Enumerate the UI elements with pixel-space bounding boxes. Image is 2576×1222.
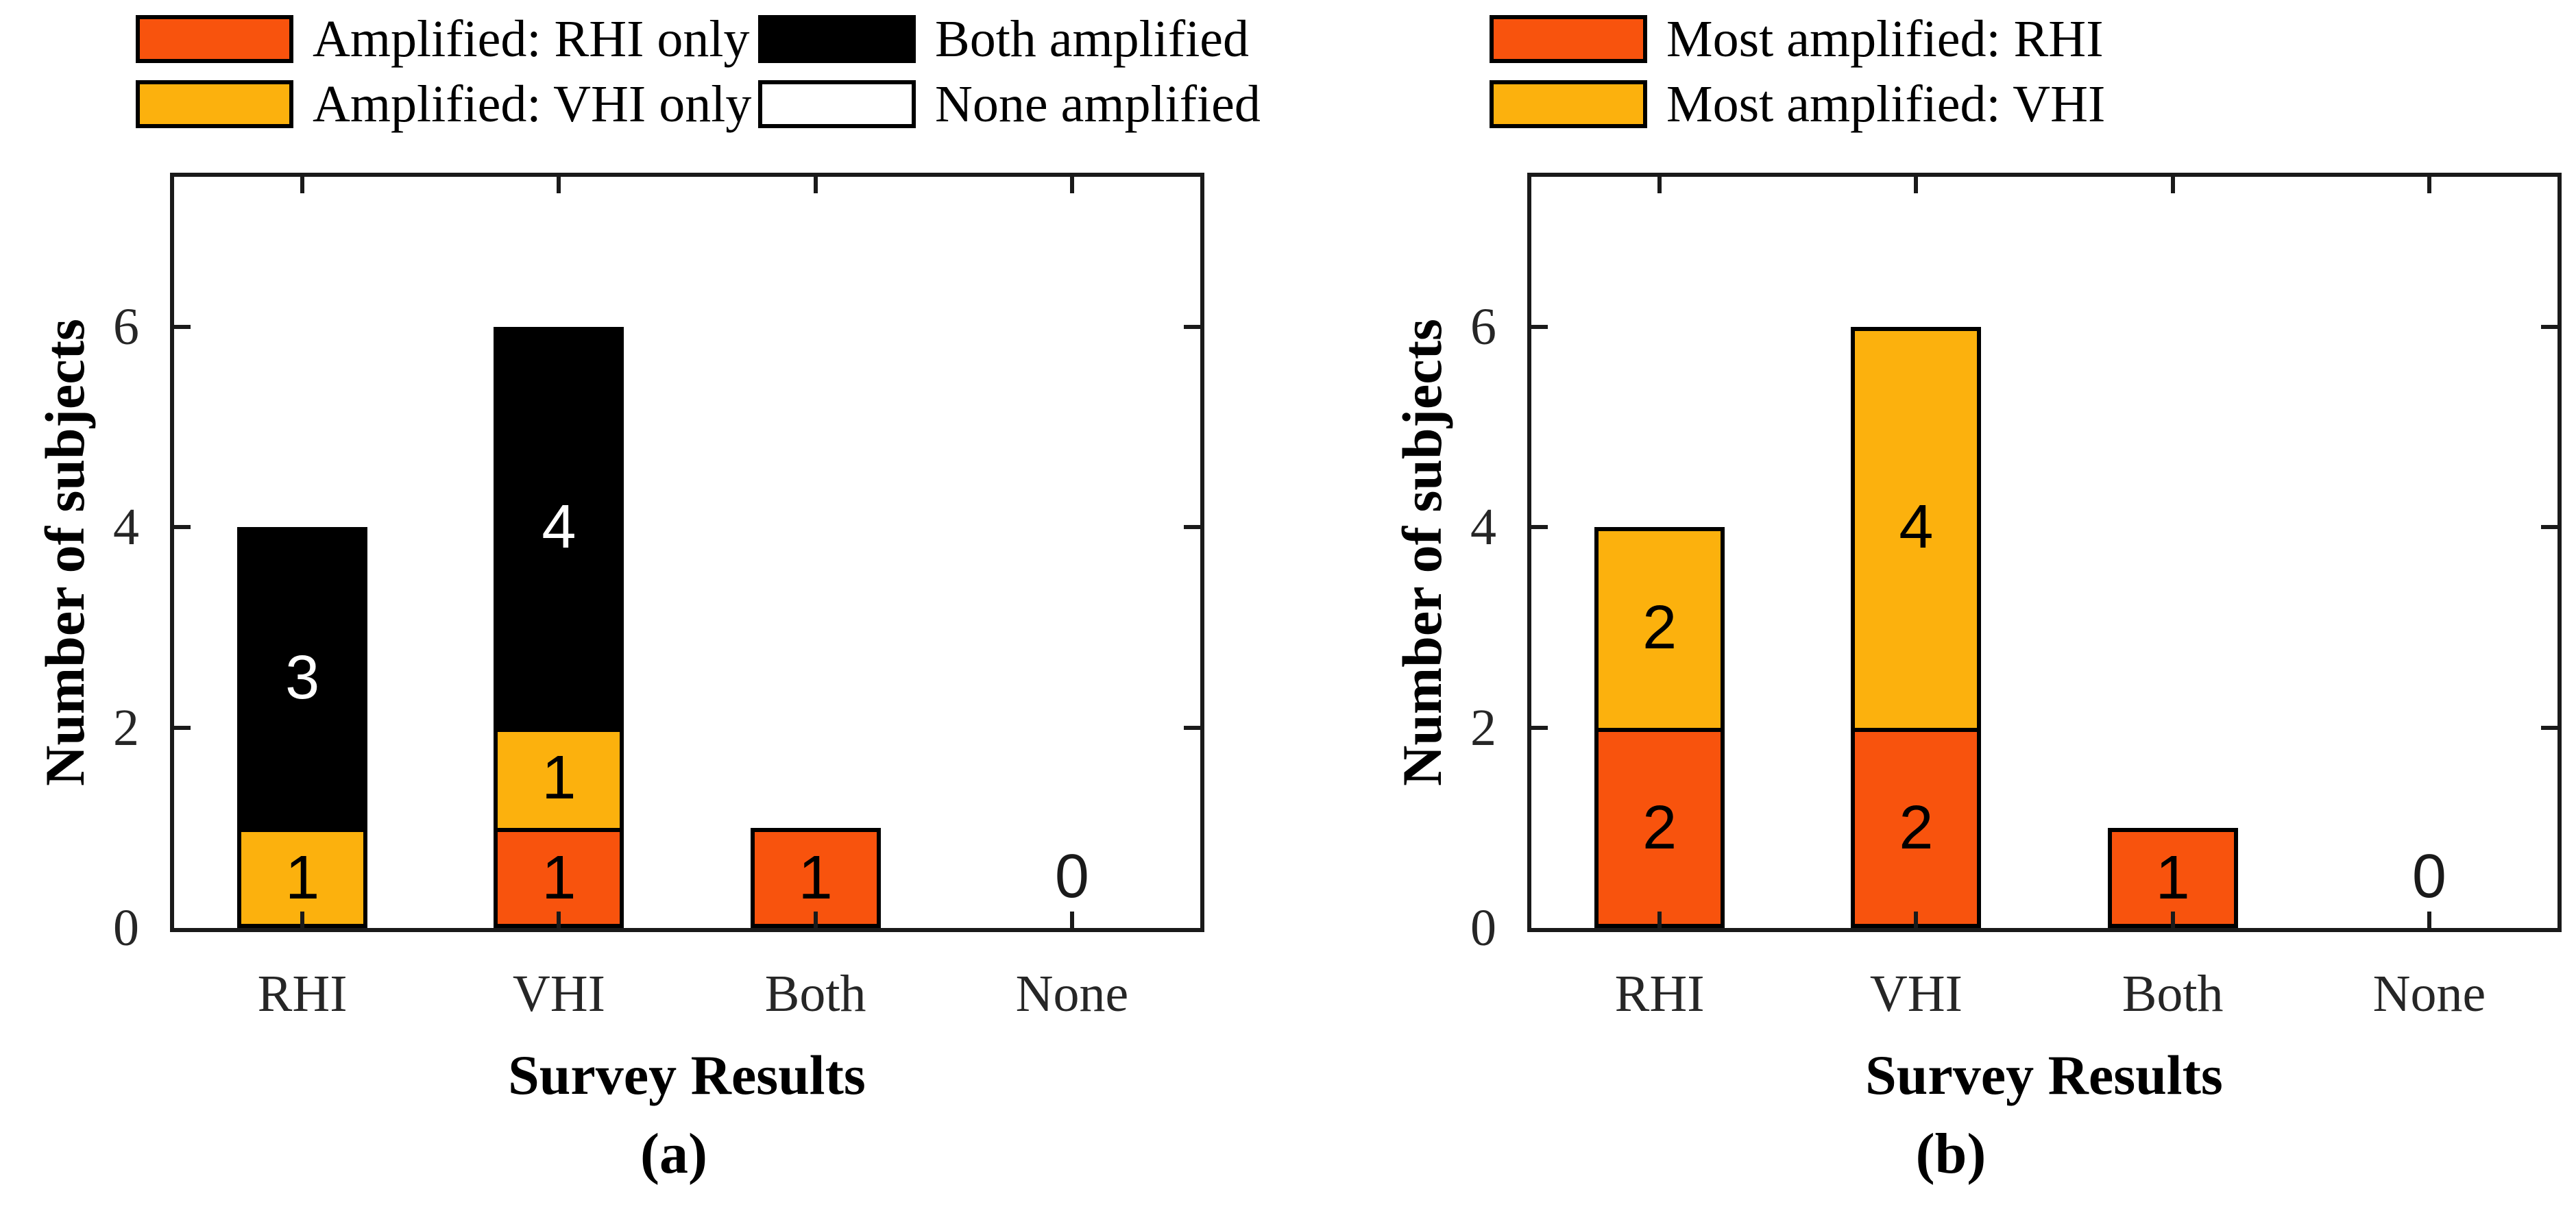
bar-segment xyxy=(494,727,624,832)
legend-label: Amplified: RHI only xyxy=(313,10,750,68)
x-axis-label: Survey Results xyxy=(1865,1044,2223,1106)
y-tick-label: 0 xyxy=(113,899,139,957)
axis-tick-bottom xyxy=(813,912,818,928)
legend-label: Most amplified: RHI xyxy=(1666,10,2104,68)
x-axis-label: Survey Results xyxy=(508,1044,866,1106)
bar-segment xyxy=(2107,827,2238,928)
axis-tick-right xyxy=(1184,725,1200,730)
axis-tick-right xyxy=(2541,325,2557,330)
axis-tick-left xyxy=(1531,525,1548,530)
y-tick-label: 6 xyxy=(1470,298,1496,356)
legend-label: Both amplified xyxy=(935,10,1250,68)
bar-segment xyxy=(237,827,368,928)
x-tick-label: Both xyxy=(764,965,866,1023)
y-tick-label: 4 xyxy=(1470,498,1496,557)
legend-swatch xyxy=(136,15,293,63)
subfigure-caption-b: (b) xyxy=(1915,1122,1986,1186)
axis-tick-right xyxy=(1184,325,1200,330)
axis-tick-right xyxy=(2541,725,2557,730)
axis-tick-top xyxy=(2170,177,2175,193)
axis-tick-left xyxy=(174,525,191,530)
bar-segment xyxy=(750,827,881,928)
subfigure-caption-a: (a) xyxy=(640,1122,707,1186)
x-tick-label: RHI xyxy=(257,965,348,1023)
axis-tick-top xyxy=(2427,177,2431,193)
axis-tick-top xyxy=(813,177,818,193)
bar-segment xyxy=(237,527,368,832)
legend-label: None amplified xyxy=(935,75,1261,133)
axis-tick-top xyxy=(1069,177,1074,193)
axis-tick-bottom xyxy=(2427,912,2431,928)
bar-segment xyxy=(494,327,624,732)
axis-tick-left xyxy=(1531,325,1548,330)
axis-tick-left xyxy=(174,725,191,730)
axis-tick-bottom xyxy=(2170,912,2175,928)
x-tick-label: None xyxy=(2372,965,2486,1023)
axis-tick-top xyxy=(1657,177,1662,193)
y-tick-label: 2 xyxy=(113,698,139,757)
y-tick-label: 4 xyxy=(113,498,139,557)
x-tick-label: Both xyxy=(2122,965,2224,1023)
axis-tick-top xyxy=(1914,177,1919,193)
x-tick-label: RHI xyxy=(1614,965,1705,1023)
legend-swatch xyxy=(758,80,916,128)
legend-swatch xyxy=(1490,80,1647,128)
bar-segment xyxy=(1594,727,1725,928)
axis-tick-left xyxy=(174,325,191,330)
legend-swatch xyxy=(758,15,916,63)
x-tick-label: VHI xyxy=(1869,965,1963,1023)
axis-tick-bottom xyxy=(1069,912,1074,928)
legend-swatch xyxy=(1490,15,1647,63)
bar-segment xyxy=(1851,727,1982,928)
y-tick-label: 2 xyxy=(1470,698,1496,757)
axis-tick-bottom xyxy=(1657,912,1662,928)
axis-tick-right xyxy=(1184,525,1200,530)
axis-tick-bottom xyxy=(1914,912,1919,928)
bar-value-label-zero: 0 xyxy=(1054,842,1089,911)
x-tick-label: None xyxy=(1015,965,1129,1023)
y-tick-label: 6 xyxy=(113,298,139,356)
axis-tick-top xyxy=(300,177,305,193)
legend-label: Amplified: VHI only xyxy=(313,75,752,133)
x-tick-label: VHI xyxy=(512,965,605,1023)
legend-swatch xyxy=(136,80,293,128)
bar-value-label-zero: 0 xyxy=(2411,842,2446,911)
y-tick-label: 0 xyxy=(1470,899,1496,957)
bar-segment xyxy=(1594,527,1725,732)
axis-tick-top xyxy=(557,177,561,193)
axis-tick-bottom xyxy=(557,912,561,928)
bar-segment xyxy=(1851,327,1982,732)
axis-tick-right xyxy=(2541,525,2557,530)
axis-tick-bottom xyxy=(300,912,305,928)
axis-tick-left xyxy=(1531,725,1548,730)
legend-label: Most amplified: VHI xyxy=(1666,75,2106,133)
